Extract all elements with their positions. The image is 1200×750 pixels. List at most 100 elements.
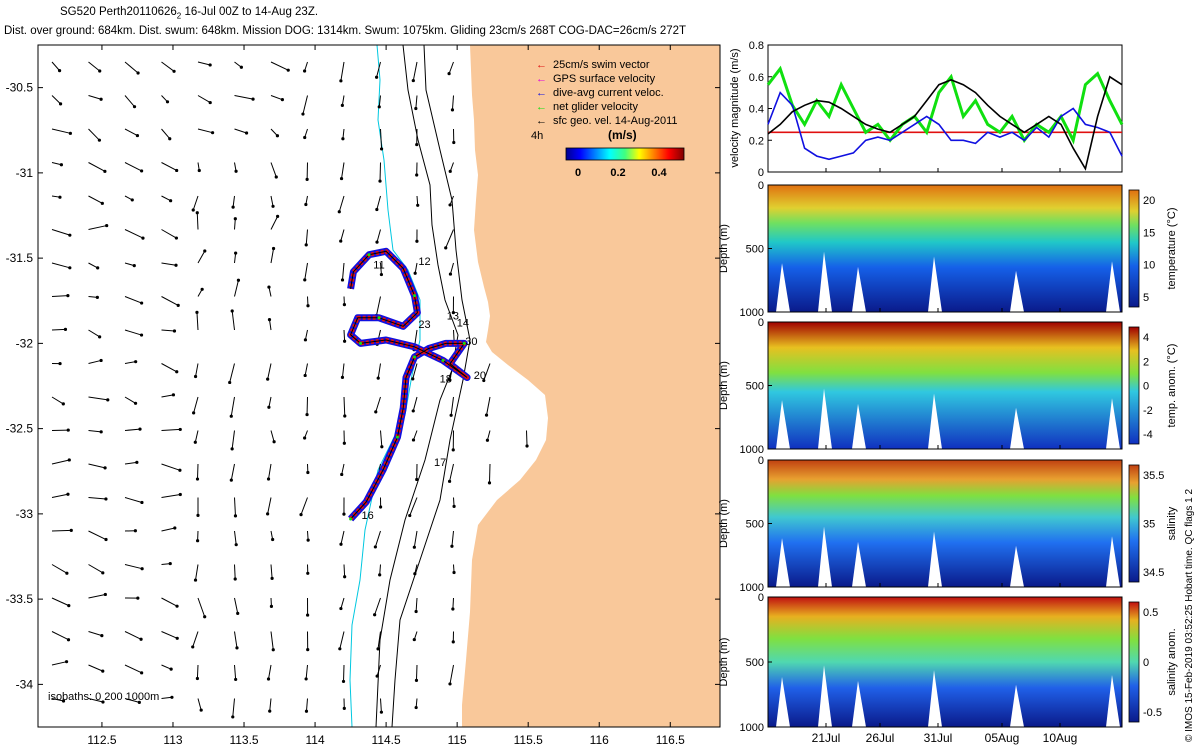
current-vector (376, 664, 381, 677)
current-vector (88, 195, 103, 204)
depth-axis-label: Depth (m) (718, 361, 730, 410)
current-vector-head (414, 705, 418, 710)
current-vector-head (339, 542, 343, 546)
day-label: 18 (440, 374, 452, 386)
current-vector-head (57, 69, 62, 73)
current-vector-head (379, 272, 384, 277)
current-vector-head (170, 695, 174, 699)
current-vector (51, 597, 69, 607)
section-colorbar (1128, 601, 1140, 723)
net-velocity-marker (413, 355, 417, 359)
current-vector (88, 162, 106, 172)
current-vector (304, 363, 308, 376)
current-vector (124, 631, 142, 640)
current-vector-head (195, 310, 199, 314)
current-vector (376, 195, 381, 210)
current-vector (380, 430, 383, 447)
map-xtick-label: 116 (590, 733, 609, 747)
day-label: 11 (373, 259, 384, 271)
current-vector-head (415, 173, 419, 177)
current-vector (340, 530, 345, 545)
current-vector (267, 363, 272, 380)
current-vector-head (229, 414, 233, 418)
colorbar-tick-label: 2 (1143, 356, 1149, 368)
current-vector (51, 493, 69, 498)
current-vector-head (171, 393, 176, 397)
current-vector (451, 95, 454, 110)
current-vector (88, 593, 106, 599)
current-vector-head (234, 543, 238, 547)
current-vector (124, 698, 140, 703)
current-vector-head (267, 317, 272, 322)
data-gap (776, 400, 790, 449)
net-velocity-marker (367, 253, 371, 257)
current-vector-head (231, 205, 235, 209)
current-vector-head (415, 477, 419, 482)
current-vector-head (269, 604, 274, 608)
current-vector (376, 61, 381, 78)
current-vector-head (59, 163, 63, 167)
current-vector (192, 631, 199, 648)
current-vector (268, 286, 272, 297)
current-vector-head (339, 239, 343, 243)
title-suffix: 16-Jul 00Z to 14-Aug 23Z. (181, 6, 319, 18)
current-vector-head (375, 207, 379, 212)
current-vector-head (271, 648, 275, 652)
current-vector (234, 128, 247, 134)
current-vector (376, 229, 381, 243)
current-vector-head (340, 375, 345, 379)
colorbar-tick-label: 0 (1143, 381, 1149, 393)
current-vector-head (339, 606, 343, 611)
current-vector (342, 262, 345, 280)
current-vector-head (411, 377, 415, 381)
glider-path-line (349, 250, 468, 520)
legend-item-label: sfc geo. vel. 14-Aug-2011 (553, 115, 678, 127)
current-vector-head (339, 176, 344, 181)
current-vector-head (229, 478, 233, 482)
current-vector (302, 95, 308, 115)
current-vector-head (306, 571, 310, 575)
current-vector-head (341, 679, 346, 684)
current-vector-head (210, 131, 215, 135)
current-vector-head (231, 715, 235, 719)
current-vector-head (452, 570, 456, 575)
current-vector-head (68, 131, 72, 135)
current-vector-head (339, 79, 343, 83)
current-vector-head (484, 413, 489, 417)
velocity-ytick-label: 0.2 (749, 135, 764, 147)
current-vector (412, 61, 418, 81)
current-vector-head (236, 611, 240, 615)
current-vector-head (450, 108, 455, 112)
current-vector-head (275, 134, 280, 138)
current-vector-head (195, 211, 199, 215)
current-vector-head (195, 539, 200, 543)
current-vector (231, 310, 235, 331)
map-ytick-label: -31 (16, 166, 34, 180)
current-vector (300, 497, 308, 515)
current-vector-head (343, 339, 347, 343)
current-vector (51, 328, 66, 331)
current-vector (51, 162, 62, 166)
current-vector (88, 128, 100, 141)
velocity-series-line (766, 65, 1124, 145)
current-vector (234, 631, 238, 648)
current-vector (451, 530, 454, 547)
current-vector-head (374, 410, 378, 414)
current-vector (343, 564, 346, 577)
current-vector (196, 212, 199, 230)
isobath-200m (375, 45, 459, 727)
current-vector (161, 394, 174, 398)
current-vector (338, 195, 345, 212)
current-vector-head (268, 709, 272, 713)
current-vector (377, 363, 381, 379)
data-gap (818, 251, 832, 312)
current-vector (195, 363, 199, 377)
current-vector (124, 61, 139, 74)
current-vector (197, 61, 211, 66)
current-vector (341, 463, 345, 475)
colorbar-label: salinity (1166, 506, 1178, 540)
current-vector (197, 597, 206, 617)
current-vector-head (303, 69, 307, 73)
current-vector-head (414, 609, 418, 614)
current-vector (161, 664, 172, 670)
